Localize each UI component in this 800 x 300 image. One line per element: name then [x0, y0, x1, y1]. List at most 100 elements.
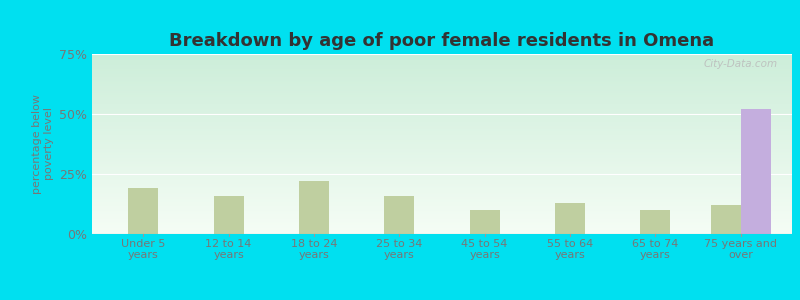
Bar [92, 116, 792, 117]
Bar [92, 218, 792, 219]
Bar [92, 178, 792, 179]
Bar [92, 166, 792, 167]
Bar [92, 182, 792, 183]
Bar [92, 232, 792, 233]
Bar [92, 205, 792, 206]
Bar [92, 108, 792, 109]
Bar [92, 121, 792, 122]
Bar [92, 179, 792, 180]
Bar [470, 210, 500, 234]
Bar [92, 193, 792, 194]
Bar [92, 185, 792, 186]
Bar [92, 141, 792, 142]
Bar [92, 72, 792, 73]
Bar [92, 69, 792, 70]
Bar [92, 194, 792, 195]
Bar [92, 95, 792, 96]
Bar [92, 109, 792, 110]
Bar [92, 146, 792, 147]
Bar [92, 221, 792, 222]
Bar [92, 140, 792, 141]
Bar [92, 230, 792, 231]
Bar [92, 125, 792, 126]
Bar [92, 151, 792, 152]
Bar [92, 86, 792, 87]
Bar [92, 196, 792, 197]
Bar [92, 213, 792, 214]
Bar [92, 144, 792, 145]
Bar [92, 206, 792, 207]
Bar [92, 170, 792, 171]
Bar [92, 222, 792, 223]
Bar [92, 171, 792, 172]
Title: Breakdown by age of poor female residents in Omena: Breakdown by age of poor female resident… [170, 32, 714, 50]
Bar [92, 64, 792, 65]
Bar [92, 192, 792, 193]
Bar [92, 187, 792, 188]
Bar [92, 131, 792, 132]
Bar [92, 126, 792, 127]
Bar [92, 58, 792, 59]
Bar [92, 119, 792, 120]
Bar [92, 117, 792, 118]
Bar [92, 87, 792, 88]
Bar [92, 89, 792, 90]
Bar [92, 228, 792, 229]
Bar [92, 104, 792, 105]
Bar [92, 73, 792, 74]
Bar [92, 90, 792, 91]
Bar [641, 210, 670, 234]
Bar [92, 212, 792, 213]
Bar [92, 129, 792, 130]
Bar [92, 172, 792, 173]
Bar [92, 98, 792, 99]
Bar [92, 229, 792, 230]
Bar [92, 106, 792, 107]
Bar [92, 93, 792, 94]
Bar [92, 165, 792, 166]
Y-axis label: percentage below
poverty level: percentage below poverty level [32, 94, 54, 194]
Bar [92, 223, 792, 224]
Bar [92, 207, 792, 208]
Bar [214, 196, 243, 234]
Bar [92, 55, 792, 56]
Bar [92, 176, 792, 177]
Bar [92, 136, 792, 137]
Bar [92, 199, 792, 200]
Bar [92, 157, 792, 158]
Bar [92, 112, 792, 113]
Bar [92, 70, 792, 71]
Bar [92, 225, 792, 226]
Bar [92, 74, 792, 75]
Bar [92, 99, 792, 100]
Bar [92, 100, 792, 101]
Bar [92, 198, 792, 199]
Bar [92, 130, 792, 131]
Bar [92, 163, 792, 164]
Bar [92, 113, 792, 114]
Bar [741, 109, 770, 234]
Bar [92, 67, 792, 68]
Bar [92, 137, 792, 138]
Text: City-Data.com: City-Data.com [704, 59, 778, 69]
Bar [92, 226, 792, 227]
Bar [92, 134, 792, 135]
Bar [92, 71, 792, 72]
Bar [92, 159, 792, 160]
Bar [92, 203, 792, 204]
Bar [384, 196, 414, 234]
Bar [92, 63, 792, 64]
Bar [92, 101, 792, 102]
Bar [92, 102, 792, 103]
Bar [92, 173, 792, 174]
Bar [92, 204, 792, 205]
Bar [92, 208, 792, 209]
Bar [92, 227, 792, 228]
Bar [92, 216, 792, 217]
Bar [92, 54, 792, 55]
Bar [92, 128, 792, 129]
Bar [92, 231, 792, 232]
Bar [92, 148, 792, 149]
Bar [92, 143, 792, 144]
Bar [92, 150, 792, 151]
